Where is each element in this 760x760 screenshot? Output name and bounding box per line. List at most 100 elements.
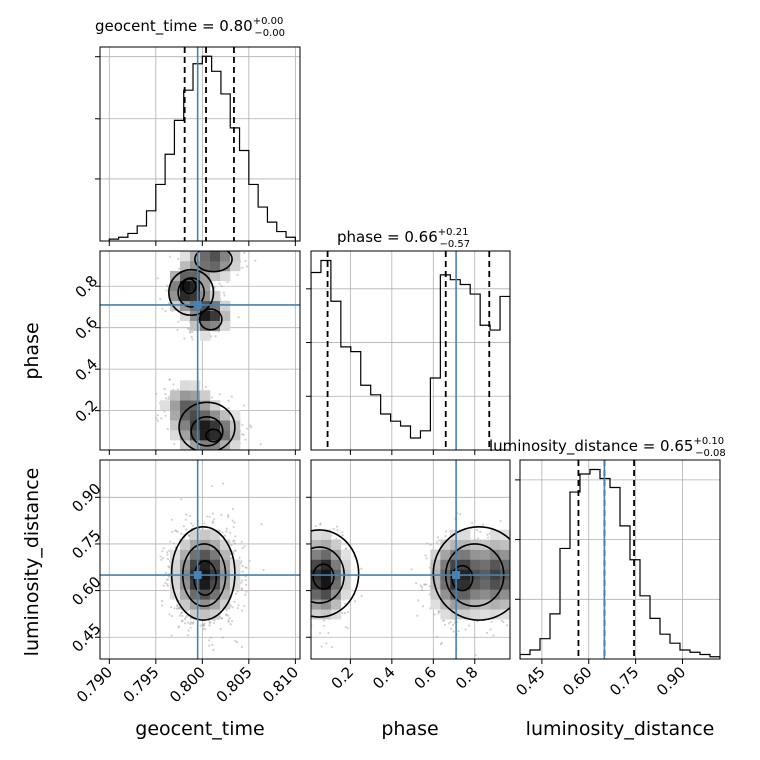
density-cell	[170, 430, 181, 441]
sample-point	[515, 555, 517, 557]
sample-point	[332, 527, 335, 530]
sample-point	[517, 579, 519, 581]
contours	[168, 251, 236, 450]
density-cell	[200, 320, 211, 331]
sample-point	[173, 607, 176, 610]
sample-point	[293, 554, 295, 556]
sample-point	[171, 530, 174, 533]
sample-point	[243, 251, 246, 254]
sample-point	[211, 512, 214, 515]
density-cell	[320, 579, 332, 590]
sample-point	[184, 528, 188, 531]
sample-point	[189, 626, 192, 629]
sample-point	[202, 248, 204, 250]
sample-point	[242, 433, 245, 436]
density-cell	[500, 559, 510, 570]
density-cell	[230, 430, 241, 441]
sample-point	[302, 603, 304, 605]
density-cell	[460, 589, 471, 600]
density-cell	[170, 559, 181, 570]
density-cell	[180, 430, 191, 441]
panel-luminosity-distance-histogram: 0.45 0.60 0.75 0.90	[512, 459, 721, 699]
density-cell	[200, 609, 211, 620]
y-axis-label-luminosity-distance: luminosity_distance	[21, 468, 43, 657]
density-cell	[170, 280, 181, 292]
density-cell	[500, 579, 510, 590]
density-cell	[170, 390, 181, 401]
sample-point	[475, 529, 479, 532]
sample-point	[467, 624, 471, 627]
sample-point	[474, 654, 477, 657]
sample-point	[199, 624, 202, 627]
density-cell	[430, 549, 441, 560]
sample-point	[341, 533, 344, 537]
sample-point	[442, 619, 445, 622]
sample-point	[244, 566, 247, 569]
sample-point	[512, 536, 514, 538]
sample-point	[308, 609, 310, 611]
sample-point	[291, 529, 293, 531]
sample-point	[229, 455, 231, 457]
sample-point	[343, 612, 347, 615]
density-cell	[440, 589, 451, 600]
sample-point	[231, 507, 235, 511]
sample-point	[360, 594, 363, 597]
sample-point	[185, 513, 188, 516]
sample-point	[341, 611, 344, 614]
density-cell	[180, 599, 191, 610]
sample-point	[512, 559, 514, 561]
density-cell	[160, 400, 171, 411]
sample-point	[515, 604, 517, 606]
density-cell	[311, 599, 322, 610]
sample-point	[204, 628, 207, 631]
density-cell	[190, 420, 201, 431]
sample-point	[436, 536, 439, 539]
sample-point	[428, 593, 431, 596]
sample-point	[437, 610, 440, 613]
density-cell	[170, 579, 181, 590]
sample-point	[511, 585, 513, 587]
title-geocent-time: geocent_time = 0.80+0.00 −0.00	[95, 16, 285, 39]
sample-point	[164, 310, 167, 313]
sample-point	[344, 547, 347, 551]
density-cell	[490, 549, 501, 560]
density-cell	[200, 549, 211, 560]
sample-point	[164, 571, 167, 574]
contour-middle-d	[190, 416, 224, 447]
sample-point	[512, 564, 514, 566]
truth-marker	[452, 571, 461, 580]
density-cell	[200, 300, 211, 311]
density-cell	[230, 251, 241, 262]
x-tick-label: 0.6	[411, 663, 441, 693]
sample-point	[305, 579, 307, 581]
sample-point	[168, 549, 171, 552]
density-cell	[470, 589, 481, 600]
sample-point	[304, 600, 306, 602]
sample-point	[162, 547, 165, 550]
sample-point	[292, 561, 294, 563]
sample-point	[229, 243, 231, 245]
sample-point	[223, 534, 226, 537]
y-tick-label: 0.2	[72, 396, 102, 426]
density-cell	[180, 589, 191, 600]
sample-point	[240, 560, 243, 563]
density-cell	[230, 410, 241, 421]
sample-point	[186, 327, 190, 331]
sample-point	[208, 644, 211, 647]
sample-point	[318, 632, 322, 635]
sample-point	[449, 620, 452, 624]
sample-point	[314, 525, 317, 528]
density-cell	[220, 549, 231, 560]
density-cell	[190, 440, 201, 450]
density-cell	[180, 380, 191, 391]
sample-point	[521, 588, 523, 590]
sample-point	[218, 392, 221, 396]
histogram-step-phase	[311, 259, 510, 450]
sample-point	[167, 565, 170, 568]
histogram-content	[311, 251, 510, 450]
sample-point	[301, 567, 303, 569]
sample-point	[228, 249, 230, 251]
sample-point	[520, 557, 522, 559]
sample-point	[250, 426, 253, 429]
sample-point	[164, 393, 167, 396]
